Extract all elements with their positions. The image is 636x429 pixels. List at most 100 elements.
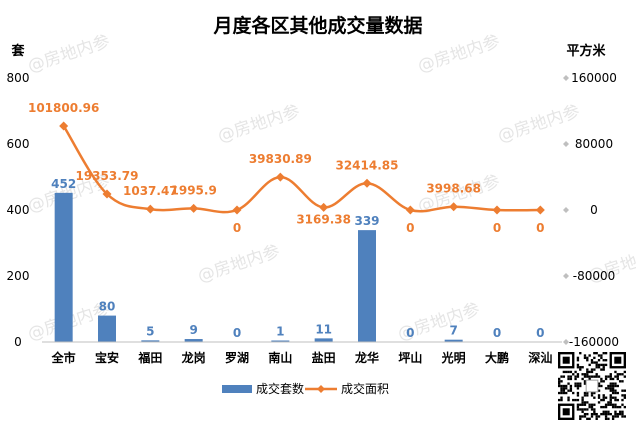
qr-module — [623, 405, 626, 409]
qr-module — [611, 403, 615, 406]
qr-module — [621, 373, 624, 376]
qr-module — [567, 370, 570, 374]
qr-module — [623, 375, 626, 378]
line-point — [492, 205, 502, 215]
x-tick-label: 光明 — [441, 350, 466, 365]
bar-value-label: 11 — [315, 322, 332, 336]
qr-module — [567, 375, 570, 378]
qr-module — [565, 384, 568, 388]
qr-module — [597, 354, 601, 357]
qr-module — [583, 412, 587, 416]
qr-module — [567, 377, 570, 381]
qr-module — [569, 384, 573, 388]
qr-module — [565, 370, 568, 374]
left-tick-label: 600 — [7, 137, 30, 151]
line-value-label: 1995.9 — [171, 183, 217, 197]
qr-module — [579, 384, 582, 388]
qr-module — [581, 366, 584, 369]
line-value-label: 0 — [493, 221, 501, 235]
qr-module — [609, 382, 612, 385]
qr-module — [621, 415, 624, 418]
qr-module — [604, 396, 608, 399]
qr-module — [597, 396, 601, 399]
qr-module — [621, 403, 624, 406]
qr-module — [579, 403, 582, 406]
qr-module — [588, 403, 591, 406]
qr-module — [574, 370, 577, 374]
qr-module — [604, 387, 608, 390]
x-axis-labels: 全市 宝安 福田 龙岗 罗湖 南山 盐田 龙华 坪山 光明 大鹏 深汕 — [51, 350, 553, 365]
qr-module — [611, 415, 615, 418]
qr-module — [607, 375, 610, 378]
qr-module — [595, 352, 598, 355]
qr-module — [576, 375, 580, 378]
qr-module — [602, 410, 605, 413]
qr-module — [614, 403, 617, 406]
legend-bar-label: 成交套数 — [256, 381, 304, 396]
qr-module — [602, 405, 605, 409]
qr-module — [604, 375, 608, 378]
qr-module — [600, 377, 603, 381]
qr-module — [590, 375, 594, 378]
qr-module — [558, 377, 561, 381]
qr-module — [609, 412, 612, 416]
right-tick-label: -80000 — [573, 269, 616, 283]
bar — [271, 340, 290, 342]
qr-module — [562, 387, 566, 390]
line-point — [535, 205, 545, 215]
qr-module — [560, 389, 563, 392]
qr-module — [560, 387, 563, 390]
qr-module — [583, 356, 587, 360]
qr-module — [581, 410, 584, 413]
qr-module — [614, 415, 617, 418]
qr-module — [590, 361, 594, 364]
qr-module — [614, 382, 617, 385]
left-axis-unit: 套 — [10, 43, 25, 59]
qr-module — [614, 410, 617, 413]
qr-module — [590, 368, 594, 371]
qr-module — [579, 417, 582, 420]
qr-module — [600, 354, 603, 357]
qr-module — [614, 405, 617, 409]
qr-module — [581, 377, 584, 381]
qr-module — [558, 398, 561, 402]
qr-module — [600, 368, 603, 371]
bar — [314, 338, 333, 342]
qr-module — [581, 373, 584, 376]
qr-module — [593, 356, 596, 360]
qr-module — [579, 352, 582, 355]
qr-module — [593, 368, 596, 371]
qr-module — [597, 401, 601, 404]
qr-module — [611, 377, 615, 381]
qr-module — [600, 398, 603, 402]
qr-module — [560, 396, 563, 399]
line-point — [362, 178, 372, 188]
x-tick-label: 深汕 — [528, 350, 552, 365]
left-axis-ticks: 800 600 400 200 0 — [7, 71, 30, 349]
qr-logo — [585, 379, 599, 393]
bar-value-label: 7 — [449, 324, 457, 338]
qr-module — [590, 359, 594, 362]
qr-module — [602, 363, 605, 367]
qr-module — [607, 417, 610, 420]
right-tick-label: 160000 — [571, 71, 617, 85]
qr-module — [623, 370, 626, 374]
line-point — [59, 121, 69, 131]
qr-module — [595, 366, 598, 369]
bar-value-label: 0 — [233, 326, 241, 340]
qr-module — [597, 382, 601, 385]
qr-module — [604, 403, 608, 406]
line-point — [232, 205, 242, 215]
line-point — [189, 203, 199, 213]
watermark: @房地内参 — [195, 241, 282, 286]
line-value-label: 0 — [233, 221, 241, 235]
qr-module — [616, 398, 619, 402]
bar-value-label: 0 — [536, 326, 544, 340]
qr-module — [609, 384, 612, 388]
x-tick-label: 盐田 — [312, 350, 336, 365]
qr-module — [597, 359, 601, 362]
watermark: @房地内参 — [415, 31, 502, 76]
qr-module — [600, 356, 603, 360]
qr-module — [604, 363, 608, 367]
qr-module — [586, 356, 589, 360]
